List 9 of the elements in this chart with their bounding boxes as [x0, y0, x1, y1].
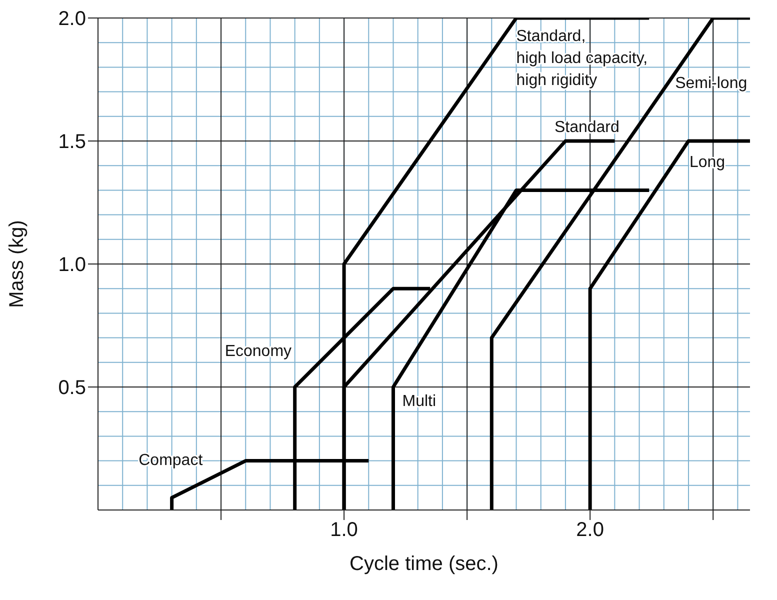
series-label: Compact	[138, 452, 204, 470]
series-label: Economy	[224, 343, 292, 360]
x-axis-title: Cycle time (sec.)	[350, 553, 498, 575]
series-label: Multi	[402, 393, 436, 410]
y-axis-title: Mass (kg)	[6, 220, 28, 308]
y-tick-label: 1.0	[58, 254, 86, 276]
y-tick-label: 0.5	[58, 377, 86, 400]
y-tick-label: 1.5	[58, 131, 86, 154]
y-tick-label: 2.0	[58, 8, 86, 30]
